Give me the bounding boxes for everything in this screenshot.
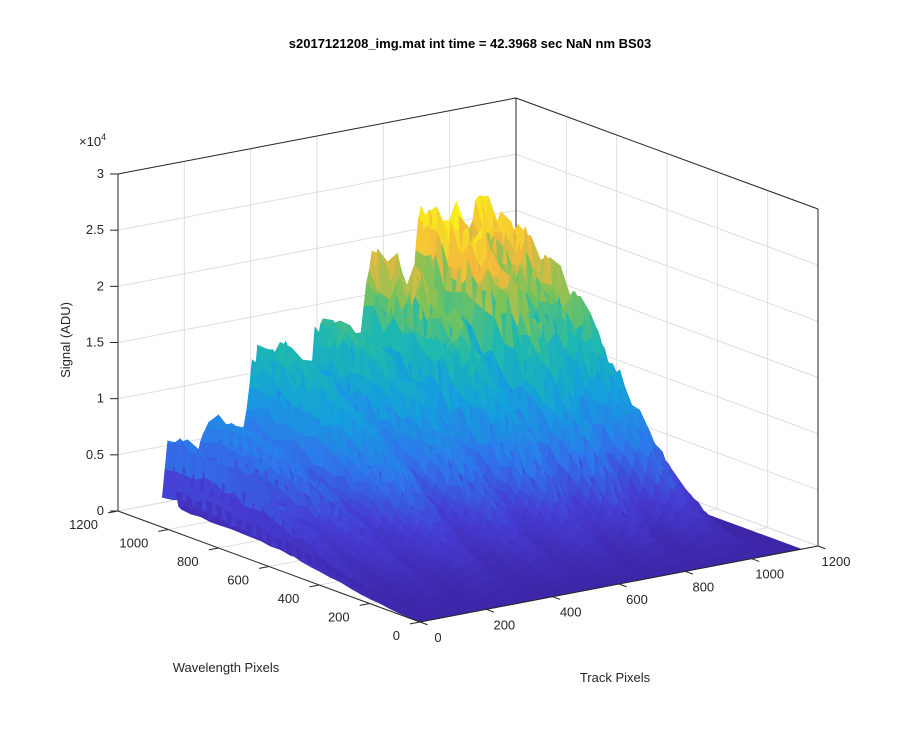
y-tick-label: 200 bbox=[328, 610, 350, 625]
x-tick-mark bbox=[817, 545, 826, 550]
y-tick-label: 800 bbox=[177, 554, 199, 569]
y-tick-label: 1200 bbox=[69, 517, 98, 532]
y-tick-label: 1000 bbox=[119, 536, 148, 551]
y-tick-label: 400 bbox=[278, 591, 300, 606]
x-tick-label: 400 bbox=[560, 605, 582, 620]
z-tick-label: 3 bbox=[97, 166, 104, 181]
y-tick-mark bbox=[158, 529, 169, 532]
y-tick-label: 0 bbox=[393, 628, 400, 643]
x-tick-label: 800 bbox=[692, 579, 714, 594]
z-multiplier: ×104 bbox=[79, 132, 106, 149]
z-tick-label: 2.5 bbox=[86, 222, 104, 237]
z-tick-label: 2 bbox=[97, 278, 104, 293]
y-tick-label: 600 bbox=[227, 573, 249, 588]
x-tick-label: 1200 bbox=[822, 554, 851, 569]
z-multiplier-base: ×10 bbox=[79, 134, 101, 149]
x-tick-mark bbox=[419, 621, 428, 626]
axis-edge-line bbox=[117, 97, 517, 175]
chart-title: s2017121208_img.mat int time = 42.3968 s… bbox=[289, 36, 651, 51]
y-tick-mark bbox=[309, 584, 320, 588]
axis-edge-line bbox=[515, 97, 819, 210]
y-tick-mark bbox=[258, 566, 270, 569]
y-tick-mark bbox=[208, 547, 219, 551]
x-tick-label: 1000 bbox=[755, 567, 784, 582]
y-axis-label: Wavelength Pixels bbox=[173, 660, 280, 675]
z-axis-label: Signal (ADU) bbox=[58, 302, 73, 378]
z-multiplier-exponent: 4 bbox=[101, 132, 106, 142]
x-tick-label: 200 bbox=[493, 617, 515, 632]
x-axis-label: Track Pixels bbox=[580, 670, 651, 685]
grid-line bbox=[515, 153, 819, 266]
grid-line bbox=[117, 153, 517, 231]
z-tick-label: 1.5 bbox=[86, 335, 104, 350]
y-tick-mark bbox=[359, 603, 370, 606]
z-tick-label: 1 bbox=[97, 391, 104, 406]
x-tick-mark bbox=[751, 558, 760, 562]
z-tick-label: 0 bbox=[97, 503, 104, 518]
y-tick-mark bbox=[409, 621, 421, 625]
x-tick-label: 600 bbox=[626, 592, 648, 607]
x-tick-mark bbox=[685, 570, 694, 575]
x-tick-mark bbox=[552, 596, 561, 600]
grid-line bbox=[515, 209, 819, 322]
x-tick-mark bbox=[618, 583, 627, 588]
surface-mesh bbox=[161, 195, 803, 623]
z-tick-label: 0.5 bbox=[86, 447, 104, 462]
x-tick-mark bbox=[486, 608, 495, 613]
x-tick-label: 0 bbox=[434, 630, 441, 645]
